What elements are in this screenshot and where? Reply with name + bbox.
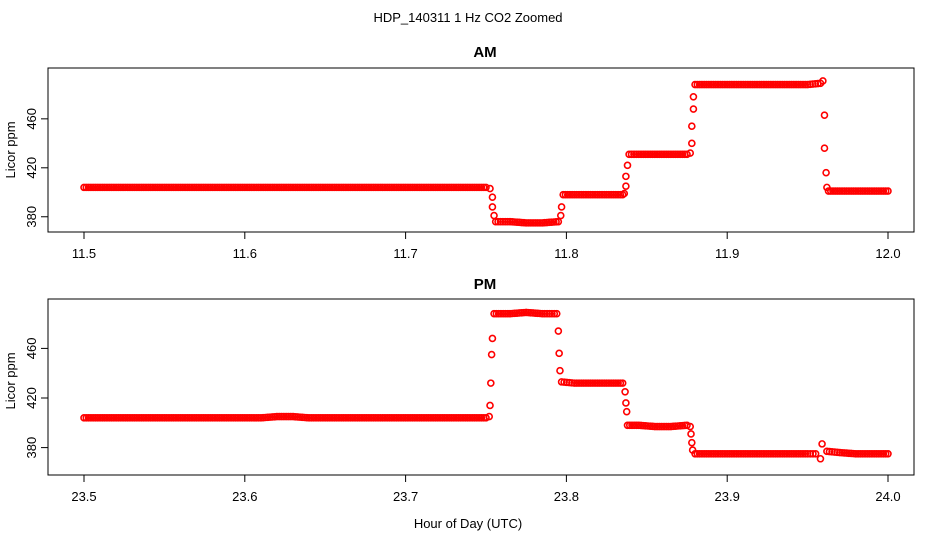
data-point-am	[689, 93, 698, 101]
y-axis-label-am: Licor ppm	[3, 121, 18, 178]
data-point-am	[625, 150, 633, 159]
data-point-am	[554, 217, 563, 226]
data-point-pm	[621, 387, 629, 396]
data-point-pm	[550, 309, 559, 318]
series-am	[80, 77, 892, 227]
y-axis-label-pm: Licor ppm	[3, 352, 18, 409]
data-point-am	[688, 139, 696, 148]
data-point-pm	[485, 412, 494, 421]
data-point-pm	[554, 327, 563, 335]
x-tick-label-pm: 24.0	[875, 489, 900, 504]
x-tick-label-am: 11.7	[393, 246, 417, 261]
data-point-pm	[487, 350, 496, 359]
data-point-am	[490, 211, 498, 220]
data-point-pm	[816, 454, 825, 463]
x-axis-pm: 23.5 23.6 23.7 23.8 23.9 24.0	[71, 475, 901, 504]
data-point-pm	[543, 309, 551, 318]
figure-title: HDP_140311 1 Hz CO2 Zoomed	[373, 10, 562, 25]
data-point-am	[689, 105, 698, 113]
data-point-am	[820, 111, 829, 119]
y-tick-label-pm: 460	[24, 338, 39, 360]
data-point-am	[688, 122, 696, 130]
data-point-pm	[486, 401, 494, 410]
x-tick-label-am: 11.6	[233, 246, 257, 261]
data-point-pm	[556, 366, 564, 375]
y-tick-label-am: 380	[24, 206, 39, 228]
y-tick-label-pm: 380	[24, 437, 39, 459]
data-point-am	[822, 168, 830, 177]
data-point-am	[630, 150, 638, 159]
x-tick-label-pm: 23.5	[71, 489, 96, 504]
data-point-am	[491, 217, 500, 226]
data-point-pm	[538, 309, 547, 318]
plot-frame-pm	[47, 298, 915, 476]
x-tick-label-am: 11.8	[554, 246, 578, 261]
data-point-pm	[548, 309, 556, 318]
data-point-am	[623, 161, 632, 170]
data-point-am	[622, 182, 630, 190]
data-point-pm	[555, 349, 563, 358]
data-point-am	[632, 150, 641, 159]
data-point-pm	[488, 334, 497, 343]
plot-frame-am	[47, 67, 915, 233]
data-point-pm	[487, 379, 495, 387]
data-point-pm	[818, 440, 826, 448]
data-point-am	[501, 217, 510, 226]
data-point-am	[499, 217, 507, 226]
panel-title-am: AM	[473, 44, 496, 61]
data-point-pm	[540, 309, 549, 318]
data-point-am	[488, 193, 497, 201]
data-point-am	[620, 189, 629, 198]
data-point-am	[488, 203, 497, 211]
data-point-am	[556, 211, 565, 220]
x-tick-label-pm: 23.9	[715, 489, 740, 504]
data-point-am	[482, 183, 490, 192]
data-point-am	[884, 187, 892, 195]
data-point-pm	[686, 422, 695, 431]
x-tick-label-am: 11.9	[715, 246, 739, 261]
data-point-am	[496, 217, 505, 226]
y-tick-label-pm: 420	[24, 387, 39, 409]
data-point-pm	[688, 438, 696, 447]
x-tick-label-pm: 23.6	[232, 489, 257, 504]
x-axis-am: 11.5 11.6 11.7 11.8 11.9 12.0	[72, 232, 901, 261]
y-axis-pm: 380 420 460	[24, 338, 48, 459]
data-point-am	[557, 203, 566, 211]
y-tick-label-am: 420	[24, 157, 39, 179]
panel-pm: PM Licor ppm 23.5 23.6 23.7 23.8 23.9 24.0 38…	[3, 276, 915, 504]
panel-title-pm: PM	[474, 276, 497, 293]
data-point-pm	[809, 449, 817, 458]
data-point-pm	[884, 449, 892, 458]
x-tick-label-pm: 23.8	[554, 489, 579, 504]
data-point-am	[627, 150, 636, 159]
data-point-am	[686, 149, 695, 157]
data-point-am	[819, 77, 827, 85]
panel-am: AM Licor ppm 11.5 11.6 11.7 11.8 11.9 12.0 38…	[3, 44, 915, 261]
series-pm	[80, 308, 892, 463]
x-tick-label-am: 12.0	[875, 246, 900, 261]
data-point-pm	[622, 399, 630, 407]
y-tick-label-am: 460	[24, 108, 39, 130]
data-point-am	[486, 184, 494, 193]
data-point-pm	[687, 430, 695, 438]
x-tick-label-pm: 23.7	[393, 489, 418, 504]
data-point-pm	[552, 309, 561, 318]
data-point-am	[820, 144, 829, 153]
data-point-am	[494, 217, 502, 226]
x-axis-label: Hour of Day (UTC)	[414, 516, 522, 531]
data-point-pm	[545, 309, 554, 318]
y-axis-am: 380 420 460	[24, 108, 48, 228]
data-point-pm	[622, 407, 631, 416]
data-point-am	[503, 217, 512, 226]
data-point-pm	[618, 379, 627, 387]
data-point-pm	[811, 449, 820, 458]
x-tick-label-am: 11.5	[72, 246, 96, 261]
data-point-am	[622, 172, 630, 181]
